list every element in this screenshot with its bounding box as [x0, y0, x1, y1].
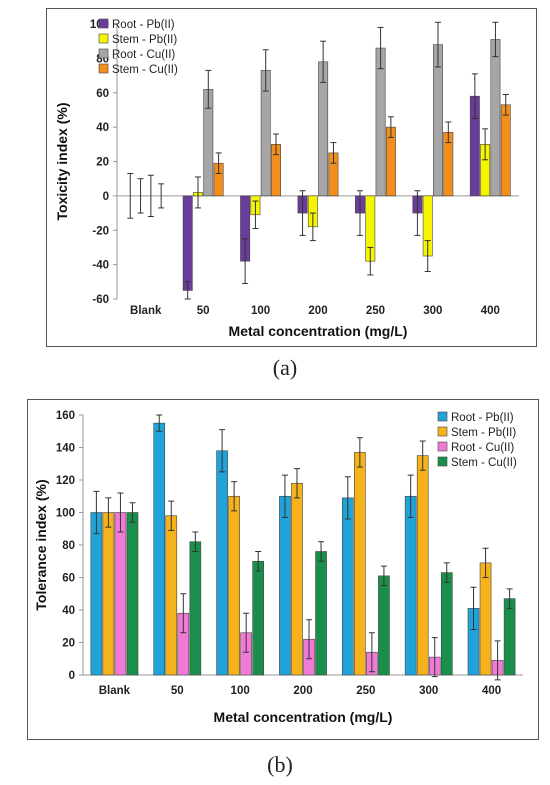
legend-swatch — [437, 456, 448, 467]
bar — [126, 512, 139, 676]
y-tick-label: 0 — [103, 191, 109, 203]
bar — [378, 575, 390, 676]
bar — [102, 512, 115, 676]
x-tick-label: 400 — [482, 685, 501, 697]
y-tick-label: 0 — [69, 670, 75, 682]
x-tick-label: 50 — [171, 685, 184, 697]
bar — [252, 560, 265, 676]
legend-label: Stem - Pb(II) — [112, 34, 177, 46]
bar — [182, 195, 193, 291]
x-tick-label: Blank — [99, 685, 131, 697]
y-tick-label: 160 — [56, 410, 75, 422]
caption-b: (b) — [267, 752, 293, 777]
legend-swatch — [437, 411, 448, 422]
legend-label: Stem - Pb(II) — [451, 427, 516, 439]
x-tick-label: 200 — [293, 685, 312, 697]
legend-swatch — [437, 441, 448, 452]
legend-label: Root - Cu(II) — [451, 442, 514, 454]
bar — [354, 452, 366, 676]
toxicity-chart: -60-40-20020406080100Blank50100200250300… — [54, 18, 519, 339]
chart-panel-b: 0 20 40 60 80 100 120 140 160 Blank 50 100 200 250 300… — [27, 399, 539, 740]
bar — [479, 562, 492, 676]
bar — [341, 497, 354, 676]
bar — [416, 455, 429, 676]
x-tick-label: 250 — [366, 305, 385, 317]
legend-swatch — [98, 48, 109, 59]
y-tick-label: -60 — [92, 294, 109, 306]
y-tick-label: 40 — [96, 122, 109, 134]
x-tick-label: 100 — [231, 685, 250, 697]
bar — [189, 541, 202, 676]
y-tick-label: -20 — [92, 225, 109, 237]
bar — [490, 39, 501, 197]
y-tick-label: 100 — [56, 508, 75, 520]
x-axis-title: Metal concentration (mg/L) — [229, 323, 408, 339]
x-tick-label: 400 — [481, 305, 500, 317]
legend-label: Root - Cu(II) — [112, 49, 175, 61]
x-tick-label: Blank — [130, 305, 162, 317]
y-tick-label: 140 — [56, 443, 75, 455]
x-tick-label: 100 — [251, 305, 270, 317]
y-axis-title: Toxicity index (%) — [54, 103, 70, 221]
y-tick-label: 120 — [56, 475, 75, 487]
legend-label: Root - Pb(II) — [451, 412, 514, 424]
bar — [375, 47, 386, 197]
caption-a: (a) — [272, 355, 298, 380]
y-tick-label: 60 — [62, 573, 75, 585]
x-tick-label: 250 — [356, 685, 375, 697]
bar — [153, 422, 166, 676]
y-tick-label: 60 — [96, 88, 109, 100]
legend-swatch — [98, 18, 109, 29]
bar — [165, 515, 178, 676]
legend-swatch — [98, 33, 109, 44]
bar — [503, 598, 516, 676]
tolerance-chart: 0 20 40 60 80 100 120 140 160 Blank 50 100 200 250 300… — [33, 410, 523, 725]
y-tick-label: 20 — [96, 157, 109, 169]
bar — [440, 572, 453, 676]
bar — [216, 450, 228, 676]
x-tick-label: 300 — [419, 685, 438, 697]
legend-label: Root - Pb(II) — [112, 19, 175, 31]
bar — [404, 495, 417, 676]
x-tick-label: 200 — [308, 305, 327, 317]
chart-panel-a: -60-40-20020406080100Blank50100200250300… — [46, 8, 537, 347]
bar — [279, 495, 291, 676]
bar — [315, 551, 327, 676]
bar — [228, 495, 240, 676]
bar — [114, 512, 127, 676]
bar — [291, 482, 303, 676]
y-tick-label: 80 — [62, 540, 75, 552]
bar — [90, 512, 103, 676]
x-axis-title: Metal concentration (mg/L) — [214, 709, 393, 725]
legend-swatch — [437, 426, 448, 437]
y-tick-label: 20 — [62, 638, 75, 650]
legend-label: Stem - Cu(II) — [451, 457, 517, 469]
x-tick-label: 300 — [423, 305, 442, 317]
bar — [500, 104, 511, 197]
y-tick-label: 40 — [62, 605, 75, 617]
y-tick-label: -40 — [92, 260, 109, 272]
legend-label: Stem - Cu(II) — [112, 64, 178, 76]
x-tick-label: 50 — [197, 305, 210, 317]
legend-swatch — [98, 63, 109, 74]
y-axis-title: Tolerance index (%) — [33, 479, 49, 610]
